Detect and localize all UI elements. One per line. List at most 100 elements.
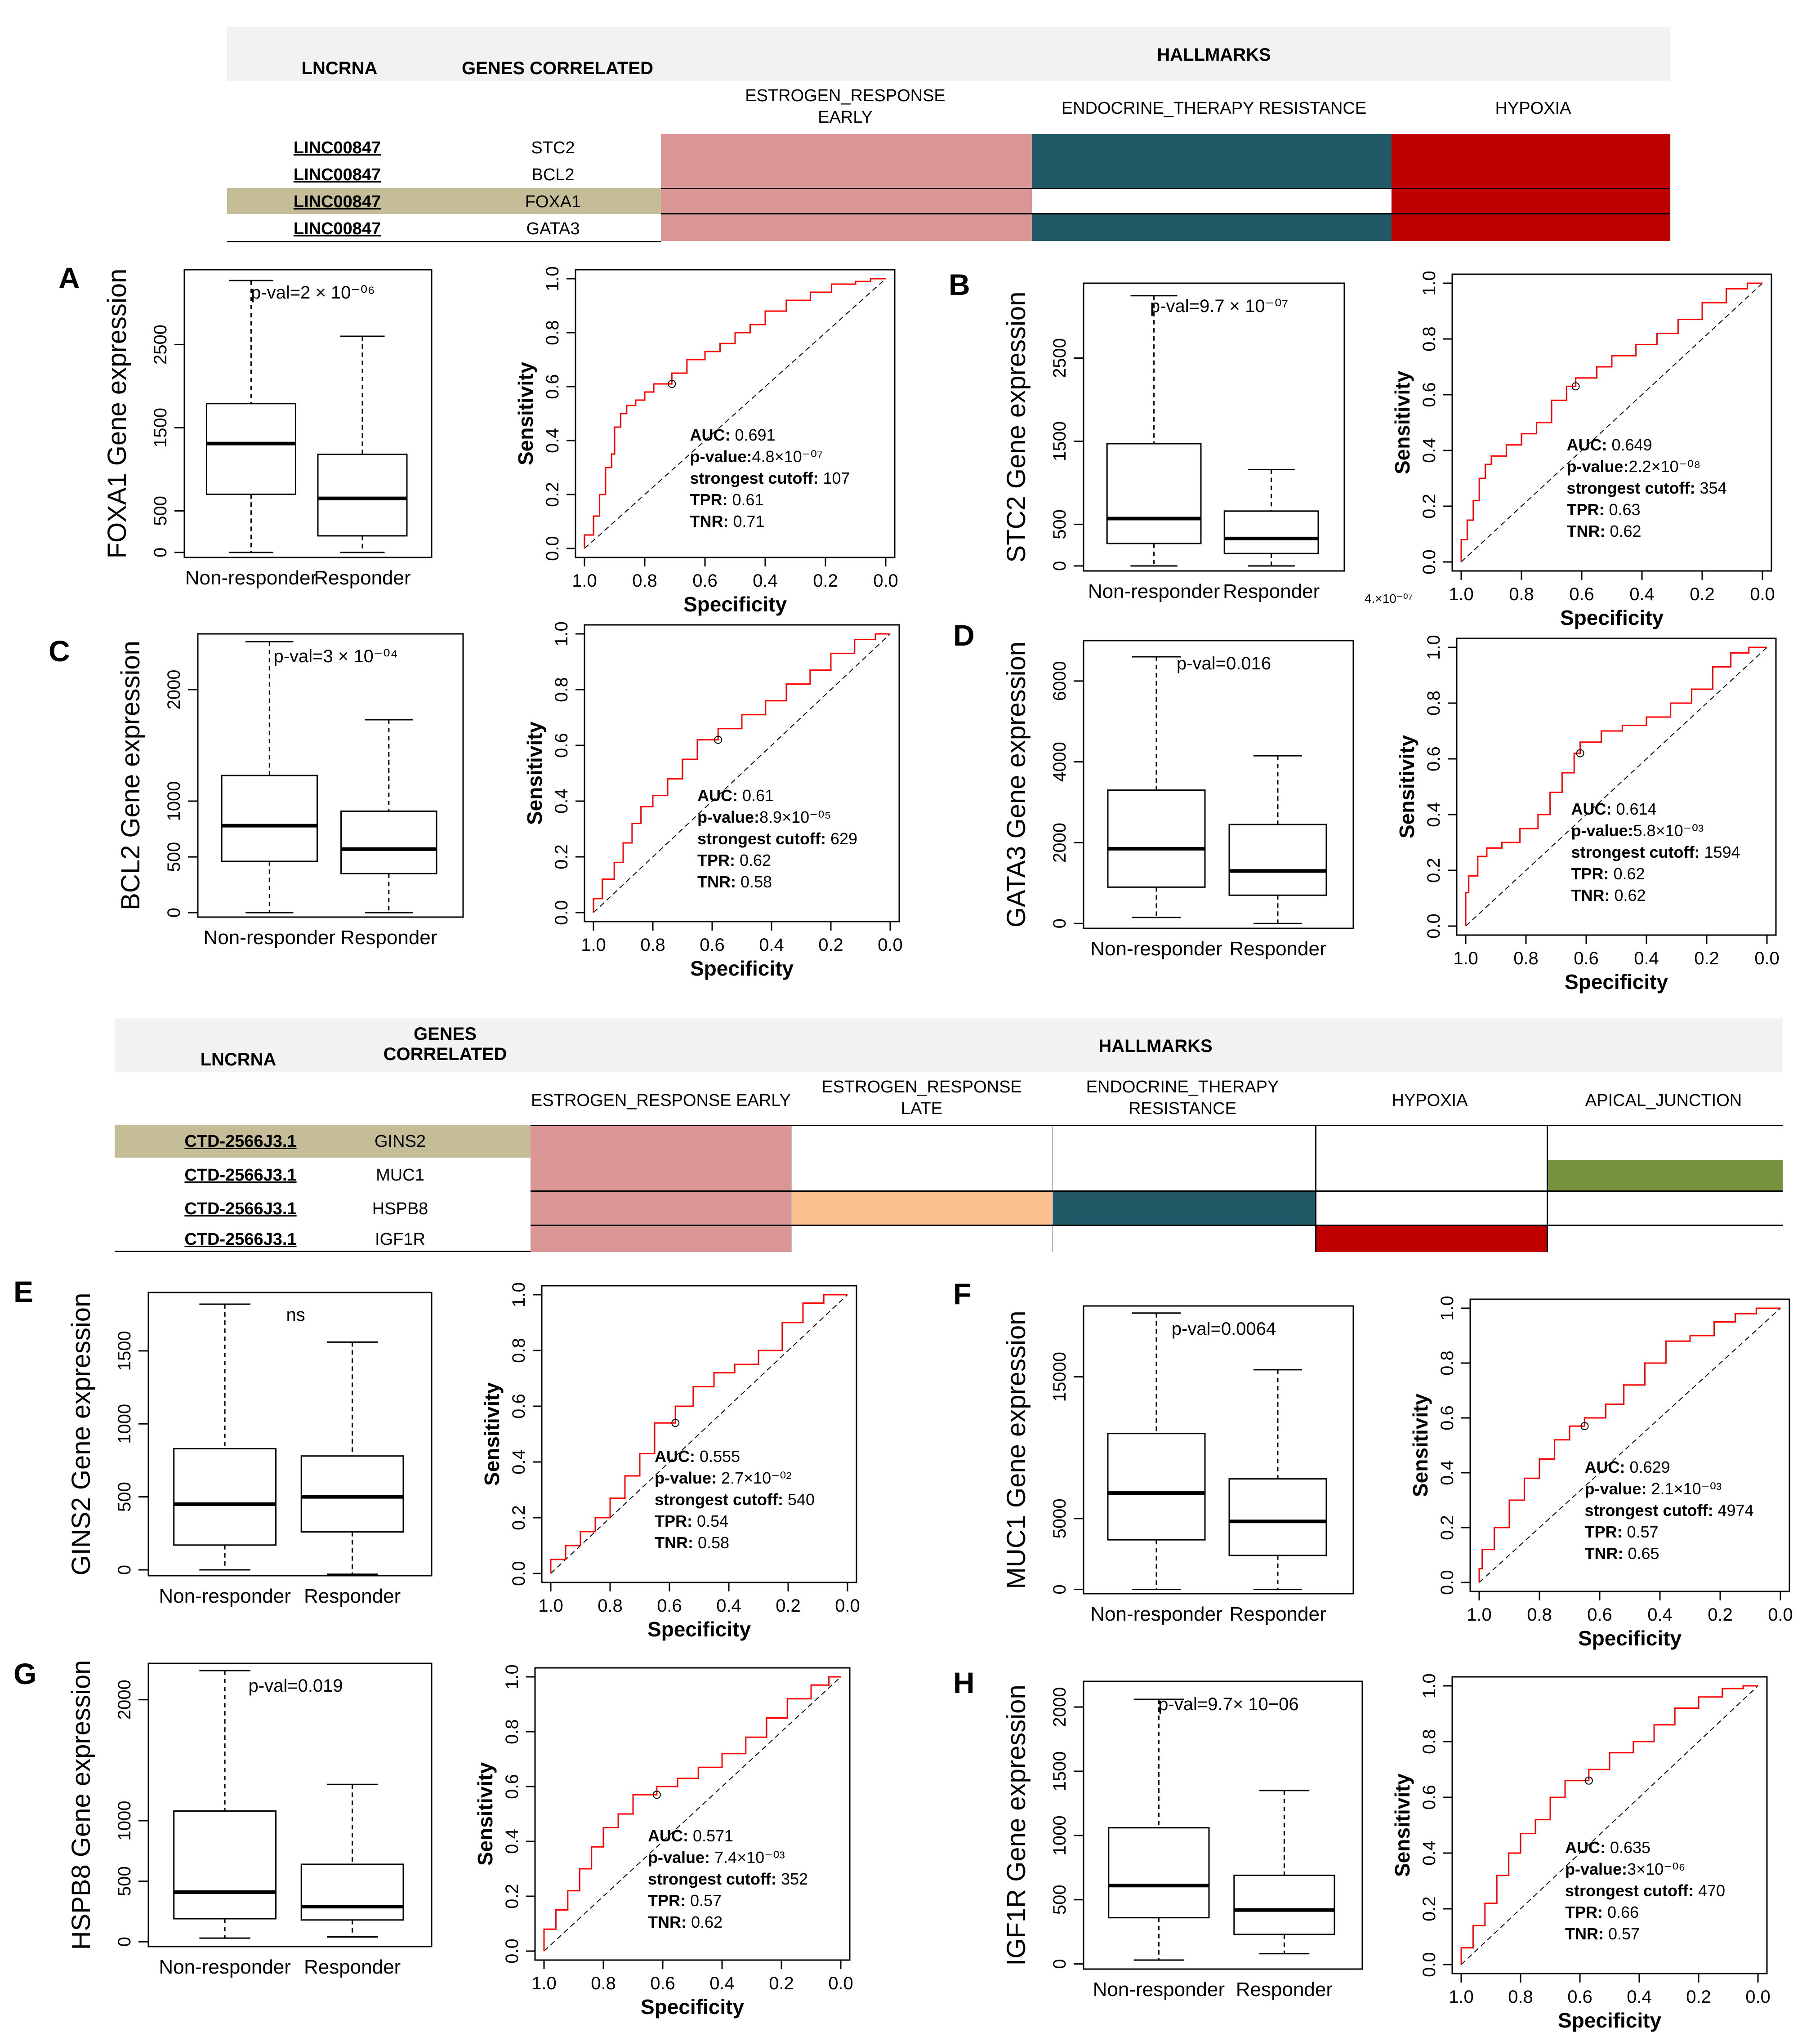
roc-curve-e [550, 1294, 848, 1573]
roc-cutoff-point-g [652, 1791, 661, 1799]
roc-stat-value-h-1: 3×10⁻⁰⁶ [1627, 1860, 1685, 1878]
table1-col-genes: GENES CORRELATED [462, 58, 653, 78]
box-ytick-label-e-1: 500 [115, 1482, 134, 1512]
box-ytick-label-f-1: 5000 [1050, 1498, 1070, 1538]
roc-cutoff-point-c [714, 735, 723, 744]
roc-ytick-label-a-4: 0.8 [543, 320, 562, 345]
roc-ytick-label-d-5: 1.0 [1424, 635, 1444, 660]
roc-stat-value-h-0: 0.635 [1606, 1838, 1650, 1857]
box-ytick-label-d-1: 2000 [1050, 823, 1070, 863]
table1-gene-4: GATA3 [526, 219, 580, 238]
roc-stat-g-4: TNR: 0.62 [648, 1913, 723, 1931]
roc-stat-value-g-2: 352 [776, 1870, 808, 1888]
roc-stat-key-a-1: p-value: [690, 447, 752, 466]
roc-ytick-label-h-4: 0.8 [1419, 1729, 1439, 1754]
roc-ytick-label-a-1: 0.2 [543, 482, 562, 507]
box-ytick-label-c-2: 1000 [164, 781, 184, 821]
panel-letter-b: B [949, 268, 970, 301]
roc-stat-value-h-2: 470 [1694, 1881, 1725, 1900]
roc-ytick-label-a-5: 1.0 [543, 266, 562, 291]
roc-xtick-label-d-2: 0.6 [1574, 949, 1599, 968]
table2-gene-3: HSPB8 [372, 1199, 428, 1218]
roc-xtick-label-g-3: 0.4 [709, 1974, 735, 1993]
roc-xtick-label-d-3: 0.4 [1634, 949, 1659, 968]
roc-xlabel-c: Specificity [690, 957, 794, 980]
table2-gene-4: IGF1R [375, 1230, 425, 1249]
roc-stat-key-f-2: strongest cutoff: [1585, 1501, 1713, 1520]
box-ytick-label-a-1: 500 [151, 496, 170, 526]
roc-ytick-label-b-2: 0.4 [1419, 438, 1439, 463]
box-body-h-1 [1233, 1874, 1335, 1935]
roc-stat-value-h-3: 0.66 [1603, 1903, 1639, 1921]
table1-block-endocrine-bottom [1032, 214, 1392, 241]
roc-ytick-label-b-3: 0.6 [1419, 382, 1439, 407]
roc-stat-key-c-2: strongest cutoff: [697, 829, 826, 848]
roc-frame-b [1451, 273, 1772, 572]
box-frame-f [1083, 1305, 1354, 1595]
box-ytick-label-g-3: 2000 [115, 1680, 134, 1720]
roc-xtick-label-f-3: 0.4 [1647, 1605, 1673, 1625]
roc-xtick-label-e-3: 0.4 [716, 1596, 741, 1616]
roc-xtick-label-f-5: 0.0 [1768, 1605, 1793, 1625]
roc-stat-b-0: AUC: 0.649 [1567, 436, 1652, 454]
roc-stat-d-3: TPR: 0.62 [1571, 864, 1645, 883]
roc-ytick-label-d-2: 0.4 [1424, 802, 1444, 827]
box-pval-f: p-val=0.0064 [1172, 1319, 1276, 1339]
roc-xtick-label-c-4: 0.2 [818, 935, 843, 955]
roc-xtick-label-c-5: 0.0 [878, 935, 903, 955]
roc-ytick-label-e-1: 0.2 [509, 1505, 529, 1530]
roc-stat-value-a-1: 4.8×10⁻⁰⁷ [752, 447, 823, 466]
box-ytick-label-b-0: 0 [1050, 561, 1070, 571]
roc-stat-g-1: p-value: 7.4×10⁻⁰³ [648, 1848, 785, 1867]
roc-diagonal-b [1461, 283, 1763, 562]
roc-stat-h-0: AUC: 0.635 [1565, 1838, 1650, 1857]
box-ylabel-c: BCL2 Gene expression [116, 641, 145, 910]
roc-xtick-label-c-3: 0.4 [759, 935, 784, 955]
roc-ytick-label-c-4: 0.8 [552, 677, 571, 702]
roc-stat-h-4: TNR: 0.57 [1565, 1925, 1640, 1943]
roc-ytick-label-c-2: 0.4 [552, 789, 571, 814]
roc-stat-value-f-3: 0.57 [1623, 1523, 1659, 1541]
table2-block-hypoxia [1315, 1225, 1547, 1252]
roc-stat-b-1: p-value:2.2×10⁻⁰⁸ [1567, 457, 1701, 476]
roc-xtick-label-d-0: 1.0 [1453, 949, 1478, 968]
roc-ytick-label-f-5: 1.0 [1437, 1296, 1457, 1321]
roc-ytick-label-g-4: 0.8 [502, 1719, 522, 1744]
roc-ytick-label-c-3: 0.6 [552, 733, 571, 758]
roc-ytick-label-g-0: 0.0 [502, 1938, 522, 1964]
roc-stat-key-a-3: TPR: [690, 490, 728, 509]
table1-block-endocrine-empty [1032, 188, 1392, 214]
roc-stat-a-0: AUC: 0.691 [690, 426, 776, 444]
roc-xlabel-b: Specificity [1560, 606, 1664, 629]
table2-row-underline [115, 1251, 531, 1252]
box-ytick-label-h-4: 2000 [1050, 1687, 1070, 1727]
table1-line-1 [661, 188, 1670, 189]
roc-diagonal-e [550, 1294, 848, 1574]
roc-stat-f-0: AUC: 0.629 [1585, 1458, 1670, 1476]
roc-xtick-label-c-0: 1.0 [581, 935, 606, 955]
roc-xtick-label-g-0: 1.0 [531, 1974, 557, 1993]
roc-stat-h-3: TPR: 0.66 [1565, 1903, 1639, 1921]
box-ytick-label-c-0: 0 [164, 908, 184, 918]
roc-xtick-label-e-0: 1.0 [538, 1596, 563, 1616]
table1-row-highlight [227, 188, 661, 214]
box-ytick-label-a-2: 1500 [151, 408, 170, 448]
box-ylabel-e: GINS2 Gene expression [67, 1293, 96, 1576]
roc-stat-value-b-3: 0.63 [1605, 500, 1641, 519]
roc-stat-e-2: strongest cutoff: 540 [655, 1490, 815, 1509]
roc-cutoff-point-a [668, 380, 676, 388]
roc-stat-value-b-2: 354 [1695, 479, 1726, 497]
box-category-g-0: Non-responder [159, 1956, 291, 1978]
box-frame-c [197, 633, 464, 918]
roc-ylabel-a: Sensitivity [514, 362, 537, 466]
roc-xtick-label-a-3: 0.4 [753, 571, 778, 591]
stray-label: 4.×10⁻⁰⁷ [1365, 592, 1413, 606]
roc-stat-value-g-3: 0.57 [686, 1891, 722, 1910]
table2-vline-4 [1547, 1126, 1548, 1252]
table2-col-lncrna: LNCRNA [200, 1050, 277, 1069]
roc-stat-f-2: strongest cutoff: 4974 [1585, 1501, 1754, 1520]
roc-stat-value-f-2: 4974 [1713, 1501, 1753, 1520]
table2-row-highlight [115, 1125, 531, 1158]
roc-stat-h-2: strongest cutoff: 470 [1565, 1881, 1725, 1900]
roc-ytick-label-g-1: 0.2 [502, 1884, 522, 1909]
